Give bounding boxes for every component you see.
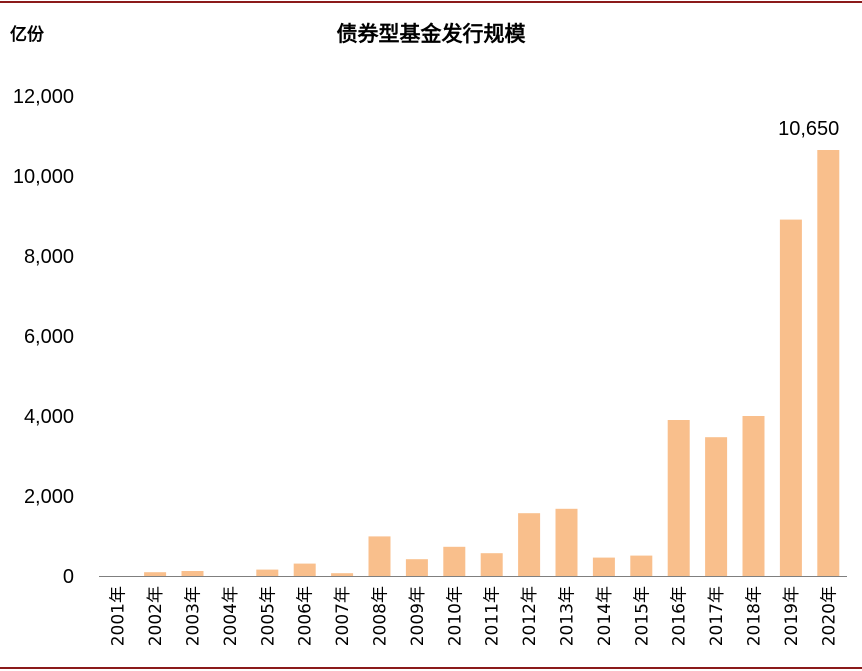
bar-2017年	[705, 437, 728, 576]
y-tick-label: 6,000	[24, 326, 74, 348]
bar-2009年	[405, 559, 428, 576]
x-tick-label: 2017年	[707, 586, 727, 646]
bar-2011年	[480, 553, 503, 576]
bar-2016年	[667, 420, 690, 576]
chart-title: 债券型基金发行规模	[336, 22, 526, 46]
y-tick-label: 8,000	[24, 246, 74, 268]
bar-2008年	[368, 536, 391, 576]
y-tick-label: 10,000	[13, 166, 74, 188]
bar-2012年	[518, 513, 541, 576]
x-tick-label: 2006年	[296, 586, 316, 646]
data-label: 10,650	[778, 118, 839, 140]
x-tick-label: 2011年	[483, 586, 503, 646]
x-tick-label: 2014年	[595, 586, 615, 646]
bar-2010年	[443, 546, 466, 576]
bar-2018年	[742, 416, 765, 576]
bar-2002年	[144, 572, 167, 576]
y-axis-unit-label: 亿份	[10, 25, 44, 45]
x-tick-label: 2013年	[558, 586, 578, 646]
x-tick-label: 2002年	[146, 586, 166, 646]
x-tick-label: 2009年	[408, 586, 428, 646]
bar-2005年	[256, 569, 279, 576]
x-tick-label: 2005年	[258, 586, 278, 646]
bar-2006年	[293, 563, 316, 576]
x-tick-label: 2016年	[670, 586, 690, 646]
x-tick-label: 2010年	[445, 586, 465, 646]
x-tick-label: 2003年	[184, 586, 204, 646]
x-tick-label: 2015年	[632, 586, 652, 646]
x-tick-label: 2007年	[333, 586, 353, 646]
x-tick-label: 2018年	[745, 586, 765, 646]
x-tick-label: 2019年	[782, 586, 802, 646]
x-tick-label: 2012年	[520, 586, 540, 646]
bar-2014年	[592, 557, 615, 576]
y-tick-label: 12,000	[13, 86, 74, 108]
bottom-rule	[0, 667, 862, 669]
bar-2015年	[630, 555, 653, 576]
bar-2007年	[331, 573, 354, 576]
bar-2020年	[817, 150, 840, 576]
bar-2019年	[779, 219, 802, 576]
x-tick-label: 2008年	[371, 586, 391, 646]
x-tick-label: 2004年	[221, 586, 241, 646]
bar-2003年	[181, 571, 204, 576]
x-tick-label: 2001年	[109, 586, 129, 646]
y-tick-label: 0	[63, 566, 74, 588]
y-tick-label: 2,000	[24, 486, 74, 508]
bar-2013年	[555, 508, 578, 576]
x-tick-label: 2020年	[819, 586, 839, 646]
y-tick-label: 4,000	[24, 406, 74, 428]
top-rule	[0, 1, 862, 3]
